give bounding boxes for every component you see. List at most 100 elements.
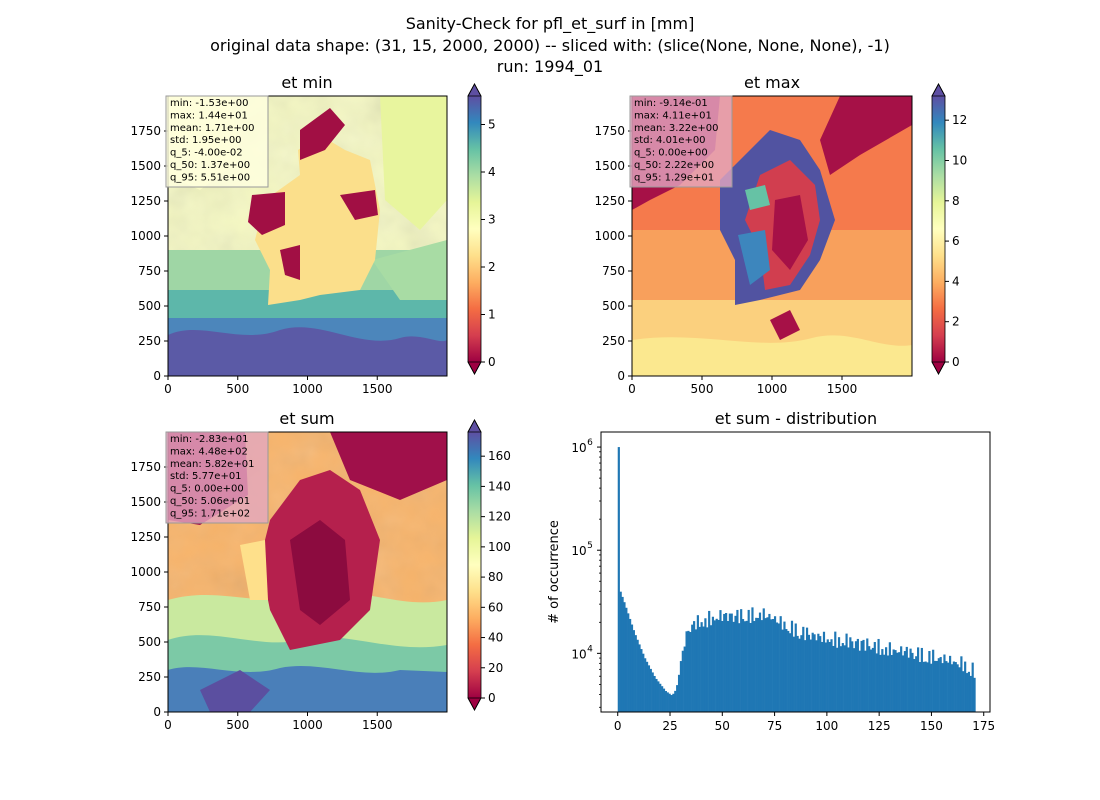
histogram-bar <box>634 635 637 712</box>
y-tick-label: 1750 <box>130 460 161 474</box>
histogram-bar <box>694 629 698 712</box>
histogram-bar <box>815 640 818 712</box>
stats-line: q_95: 1.29e+01 <box>634 172 714 183</box>
histogram-bar <box>651 672 654 712</box>
histogram-bar <box>732 621 735 712</box>
x-tick-label: 1000 <box>292 718 323 732</box>
histogram-bar <box>745 620 748 712</box>
histogram-bar <box>813 634 816 712</box>
panel-title: et sum - distribution <box>715 409 877 428</box>
colorbar-tick-label: 4 <box>488 165 496 179</box>
histogram-bar <box>930 663 933 712</box>
histogram-bar <box>969 675 972 712</box>
colorbar-tick-label: 40 <box>488 631 503 645</box>
histogram-bar <box>681 650 684 712</box>
histogram-bar <box>790 620 794 712</box>
histogram-bar <box>794 623 797 712</box>
x-tick-label: 500 <box>691 382 714 396</box>
colorbar-extend-max <box>467 83 482 97</box>
panel-et-sum: et sum 0 500 1000 1500 02505007501000125015… <box>130 409 510 732</box>
histogram-bar <box>734 615 737 712</box>
histogram-bar <box>945 661 948 712</box>
histogram-bar <box>661 686 664 712</box>
histogram-bar <box>935 660 939 712</box>
colorbar-extend-max <box>931 83 946 97</box>
y-tick-label: 1750 <box>594 124 625 138</box>
colorbar-gradient <box>468 432 481 698</box>
colorbar: 0 2 4 6 8 10 12 <box>931 83 967 375</box>
stats-line: q_50: 2.22e+00 <box>634 160 714 171</box>
y-tick-label: 0 <box>153 705 161 719</box>
y-tick-label: 500 <box>138 635 161 649</box>
colorbar-tick-label: 5 <box>488 118 496 132</box>
histogram-bar <box>964 661 967 712</box>
histogram-bar <box>926 662 929 712</box>
stats-line: std: 1.95e+00 <box>170 135 242 146</box>
histogram-bar <box>960 656 963 712</box>
histogram-bar <box>875 653 878 712</box>
stats-line: min: -9.14e-01 <box>634 98 708 109</box>
y-tick-label-exponent: 6 <box>587 438 593 448</box>
histogram-bar <box>715 618 718 712</box>
histogram-bar <box>952 661 955 712</box>
histogram-bar <box>632 630 635 712</box>
histogram-bar <box>740 609 743 712</box>
colorbar-extend-min <box>467 361 482 375</box>
colorbar-tick-label: 100 <box>488 540 511 554</box>
histogram-bar <box>621 596 624 712</box>
y-tick-label: 1500 <box>130 159 161 173</box>
histogram-bar <box>924 661 927 712</box>
histogram-bar <box>881 649 884 712</box>
histogram-bar <box>751 607 754 712</box>
histogram-bar <box>892 649 895 712</box>
y-axis-label: # of occurrence <box>547 520 562 624</box>
histogram-bar <box>709 625 713 712</box>
figure-title-line-3: run: 1994_01 <box>497 57 603 77</box>
histogram-bar <box>775 622 779 712</box>
histogram-bar <box>764 618 767 712</box>
y-tick-label-exponent: 5 <box>587 541 593 551</box>
colorbar-gradient <box>468 96 481 362</box>
histogram-bar <box>805 627 809 712</box>
histogram-bar <box>785 629 788 712</box>
x-tick-label: 0 <box>614 719 622 733</box>
histogram-bar <box>839 646 843 712</box>
histogram-bar <box>941 663 944 712</box>
panel-et-min: et min 0 500 1000 1500 02505007501000125015… <box>130 73 495 396</box>
colorbar-tick-label: 2 <box>952 315 960 329</box>
histogram-bar <box>864 650 867 712</box>
y-tick-label-exponent: 4 <box>587 644 593 654</box>
histogram-bar <box>821 641 824 712</box>
x-tick-label: 500 <box>226 718 249 732</box>
y-tick-label: 0 <box>617 369 625 383</box>
stats-line: max: 4.11e+01 <box>634 110 712 121</box>
histogram-bar <box>932 649 935 712</box>
histogram-bar <box>777 623 780 712</box>
histogram-bar <box>721 620 724 712</box>
histogram-bar <box>636 639 639 712</box>
stats-line: std: 5.77e+01 <box>170 471 242 482</box>
histogram-bar <box>781 629 784 712</box>
histogram-bar <box>630 624 634 712</box>
histogram-bar <box>971 662 974 712</box>
stats-line: q_95: 1.71e+02 <box>170 508 250 519</box>
histogram-bar <box>730 613 733 712</box>
figure-title-line-2: original data shape: (31, 15, 2000, 2000… <box>210 36 890 55</box>
histogram-bar <box>834 631 837 712</box>
histogram-bar <box>898 652 901 712</box>
y-tick-label: 750 <box>138 600 161 614</box>
y-tick-label: 1250 <box>594 194 625 208</box>
histogram-bar <box>809 639 812 712</box>
y-tick-label: 1000 <box>594 229 625 243</box>
x-tick-label: 175 <box>972 719 995 733</box>
stats-line: min: -2.83e+01 <box>170 434 249 445</box>
histogram-bar <box>670 695 673 712</box>
histogram-bar <box>760 620 763 712</box>
histogram-bar <box>789 633 792 712</box>
histogram-bar <box>811 632 814 712</box>
histogram-bar <box>792 636 795 712</box>
histogram-bar <box>868 646 871 712</box>
colorbar-tick-label: 8 <box>952 194 960 208</box>
histogram-bar <box>873 642 876 712</box>
